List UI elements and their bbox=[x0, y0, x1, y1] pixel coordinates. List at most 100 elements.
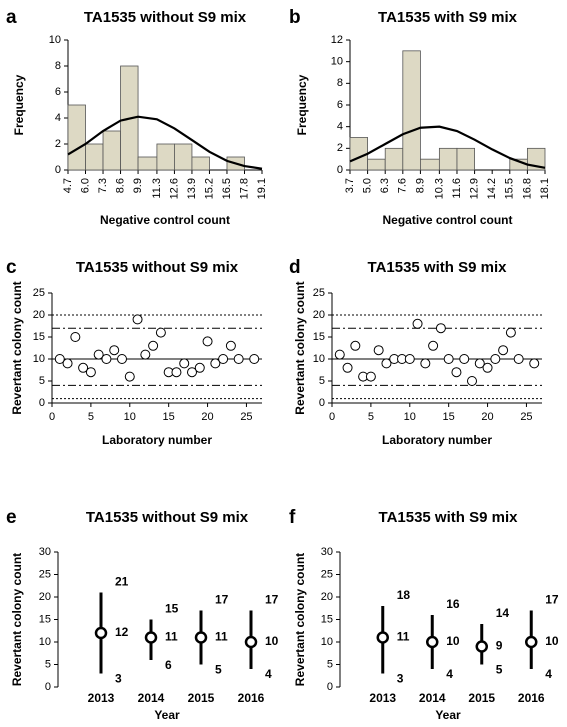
x-tick-label: 3.7 bbox=[344, 178, 356, 193]
point bbox=[428, 340, 439, 351]
x-tick-label: 12.9 bbox=[468, 178, 480, 199]
x-tick-label: 2015 bbox=[468, 691, 495, 705]
point bbox=[334, 349, 345, 360]
x-tick-label: 12.6 bbox=[168, 178, 180, 199]
x-tick-label: 7.6 bbox=[397, 178, 409, 193]
bar bbox=[191, 156, 210, 171]
x-tick-label: 6.3 bbox=[379, 178, 391, 193]
y-axis-label: Frequency bbox=[295, 74, 309, 135]
point bbox=[179, 358, 190, 369]
point bbox=[451, 367, 462, 378]
x-tick-label: 14.2 bbox=[486, 178, 498, 199]
upper-label: 16 bbox=[446, 597, 460, 611]
x-tick-label: 2014 bbox=[419, 691, 446, 705]
y-tick-label: 5 bbox=[327, 658, 333, 670]
y-tick-label: 10 bbox=[313, 353, 325, 365]
point bbox=[525, 635, 538, 649]
value-label: 10 bbox=[446, 634, 460, 648]
y-tick-label: 25 bbox=[321, 568, 333, 580]
point bbox=[381, 358, 392, 369]
y-tick-label: 2 bbox=[337, 142, 343, 154]
chart-title: TA1535 with S9 mix bbox=[379, 509, 519, 526]
y-tick-label: 6 bbox=[337, 99, 343, 111]
x-tick-label: 5.0 bbox=[362, 178, 374, 193]
value-label: 9 bbox=[496, 639, 503, 653]
x-tick-label: 11.3 bbox=[151, 178, 163, 199]
point bbox=[144, 631, 158, 644]
x-axis-label: Year bbox=[435, 708, 461, 722]
bar bbox=[102, 130, 121, 171]
y-tick-label: 10 bbox=[33, 353, 45, 365]
y-tick-label: 12 bbox=[331, 34, 343, 46]
point bbox=[171, 367, 182, 378]
x-tick-label: 2015 bbox=[188, 691, 215, 705]
point bbox=[187, 367, 197, 378]
point bbox=[249, 354, 260, 364]
y-tick-label: 2 bbox=[55, 138, 61, 150]
point bbox=[529, 358, 540, 369]
panel-letter: c bbox=[6, 257, 17, 278]
x-tick-label: 18.1 bbox=[539, 178, 551, 199]
x-axis-label: Year bbox=[154, 708, 180, 722]
y-axis-label: Revertant colony count bbox=[10, 553, 24, 686]
point bbox=[482, 362, 493, 373]
point bbox=[194, 362, 205, 373]
point bbox=[404, 354, 415, 364]
upper-label: 17 bbox=[545, 593, 559, 607]
point bbox=[350, 340, 361, 351]
panel-letter: e bbox=[6, 507, 17, 528]
x-tick-label: 11.6 bbox=[451, 178, 463, 199]
x-tick-label: 15 bbox=[163, 411, 175, 423]
y-tick-label: 25 bbox=[33, 287, 45, 299]
y-tick-label: 10 bbox=[331, 56, 343, 68]
bar bbox=[384, 147, 404, 171]
value-label: 12 bbox=[115, 625, 129, 639]
y-tick-label: 15 bbox=[39, 613, 51, 625]
x-axis-label: Laboratory number bbox=[382, 433, 492, 447]
upper-label: 14 bbox=[496, 606, 510, 620]
bar bbox=[174, 143, 193, 171]
bar bbox=[67, 104, 86, 171]
point bbox=[194, 631, 208, 644]
x-tick-label: 15 bbox=[443, 411, 455, 423]
x-tick-label: 16.8 bbox=[521, 178, 533, 199]
point bbox=[365, 371, 376, 382]
y-tick-label: 10 bbox=[39, 636, 51, 648]
point bbox=[93, 349, 104, 360]
point bbox=[376, 631, 389, 644]
y-tick-label: 10 bbox=[49, 34, 61, 46]
x-tick-label: 13.9 bbox=[186, 178, 198, 199]
x-tick-label: 2014 bbox=[138, 691, 165, 705]
point bbox=[202, 336, 213, 347]
x-tick-label: 2016 bbox=[238, 691, 265, 705]
bar bbox=[402, 50, 421, 171]
point bbox=[140, 349, 151, 360]
x-tick-label: 5 bbox=[368, 411, 374, 423]
x-tick-label: 10 bbox=[404, 411, 416, 423]
point bbox=[62, 358, 73, 369]
value-label: 11 bbox=[397, 630, 410, 644]
point bbox=[101, 354, 112, 364]
y-tick-label: 20 bbox=[33, 309, 45, 321]
point bbox=[475, 640, 488, 653]
x-tick-label: 2013 bbox=[369, 691, 396, 705]
y-tick-label: 20 bbox=[313, 309, 325, 321]
lower-label: 4 bbox=[545, 667, 552, 681]
x-axis-label: Laboratory number bbox=[102, 433, 212, 447]
chart-title: TA1535 without S9 mix bbox=[86, 509, 249, 526]
bar bbox=[85, 143, 104, 171]
x-tick-label: 6.0 bbox=[79, 178, 91, 193]
chart-title: TA1535 without S9 mix bbox=[84, 9, 247, 26]
y-tick-label: 15 bbox=[313, 331, 325, 343]
x-tick-label: 19.1 bbox=[256, 178, 268, 199]
point bbox=[132, 314, 143, 325]
point bbox=[513, 354, 524, 364]
point bbox=[109, 345, 120, 356]
point bbox=[474, 358, 485, 369]
y-tick-label: 15 bbox=[33, 331, 45, 343]
point bbox=[459, 354, 470, 364]
point bbox=[426, 635, 439, 649]
x-tick-label: 20 bbox=[201, 411, 213, 423]
upper-label: 18 bbox=[397, 588, 411, 602]
panel-letter: f bbox=[289, 507, 296, 528]
